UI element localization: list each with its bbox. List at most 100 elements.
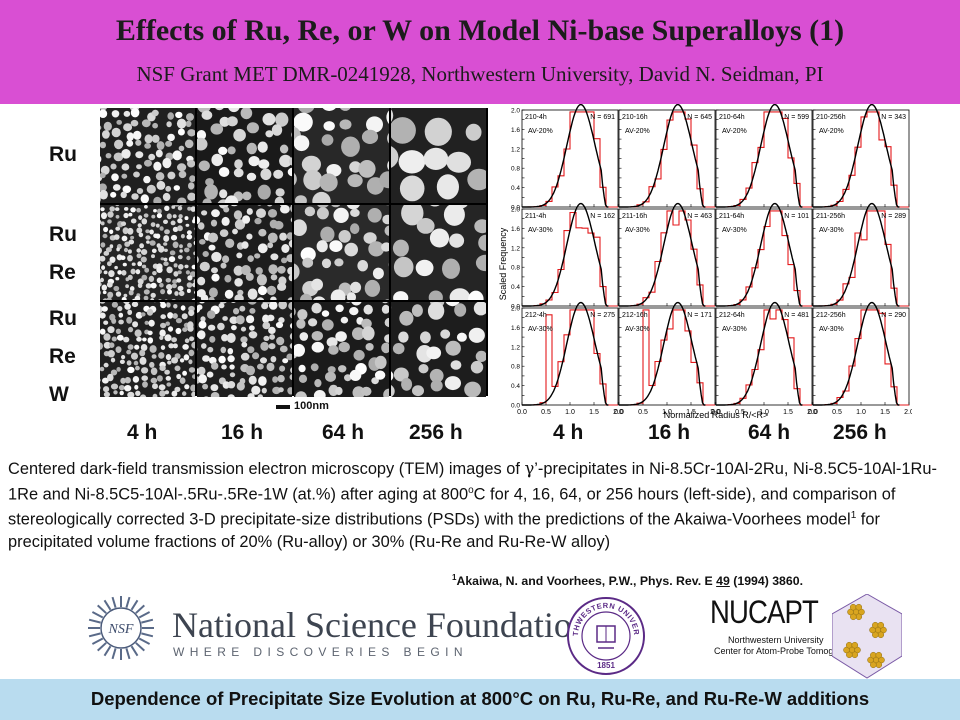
psd-210-64h-id: 210-64h <box>719 114 745 121</box>
psd-y-tick-label: 2.0 <box>511 207 520 214</box>
psd-210-16h-model-curve <box>619 104 706 208</box>
nsf-wordmark: National Science Foundation <box>172 605 590 645</box>
psd-time-label-64h: 64 h <box>748 421 791 444</box>
nucapt-center: Center for Atom-Probe Tomography <box>714 646 856 656</box>
psd-x-tick-label: 1.0 <box>759 409 769 416</box>
psd-y-tick-label: 0.8 <box>511 364 520 371</box>
psd-y-tick-label: 1.6 <box>511 226 520 233</box>
psd-210-64h-av: AV-20% <box>722 128 747 135</box>
footer-banner: Dependence of Precipitate Size Evolution… <box>0 679 960 720</box>
gamma-symbol: γ <box>524 459 535 478</box>
psd-211-16h-id: 211-16h <box>622 213 647 220</box>
tem-image-grid <box>100 108 488 397</box>
psd-211-4h-model-curve <box>522 202 609 307</box>
psd-211-64h-count: N = 101 <box>784 213 809 220</box>
psd-x-tick-label: 0.5 <box>735 409 745 416</box>
tem-image-ru-re-w-16h <box>197 302 292 397</box>
tem-time-label-16h: 16 h <box>221 421 264 444</box>
tem-image-ru-re-256h <box>391 205 486 300</box>
row-label-ru-re: Ru Re <box>49 223 77 284</box>
psd-y-tick-label: 0.0 <box>511 304 520 311</box>
atom-lattice-icon <box>832 594 902 679</box>
psd-x-tick-label: 2.0 <box>710 409 720 416</box>
psd-x-tick-label: 1.0 <box>856 409 866 416</box>
tem-image-ru-re-64h <box>294 205 389 300</box>
psd-212-64h-id: 212-64h <box>719 312 745 319</box>
psd-211-256h-model-curve <box>813 202 900 307</box>
psd-211-4h-id: 211-4h <box>525 213 546 220</box>
nsf-badge-text: NSF <box>108 622 134 637</box>
psd-211-4h-av: AV-30% <box>528 227 553 234</box>
psd-y-tick-label: 1.2 <box>511 344 520 351</box>
psd-210-16h-histogram <box>619 111 715 208</box>
psd-y-tick-label: 1.6 <box>511 127 520 134</box>
psd-212-64h-model-curve <box>716 301 803 406</box>
psd-211-256h-av: AV-30% <box>819 227 844 234</box>
psd-y-tick-label: 1.2 <box>511 146 520 153</box>
nucapt-university: Northwestern University <box>728 635 824 645</box>
psd-211-256h-id: 211-256h <box>816 213 845 220</box>
psd-212-256h-id: 212-256h <box>816 312 846 319</box>
psd-212-16h-frame <box>618 307 716 406</box>
psd-210-256h-av: AV-20% <box>819 128 844 135</box>
psd-210-4h-model-curve <box>522 104 609 208</box>
psd-y-tick-label: 1.6 <box>511 325 520 332</box>
tem-time-label-64h: 64 h <box>322 421 365 444</box>
psd-210-16h-count: N = 645 <box>687 114 712 121</box>
tem-image-ru-16h <box>197 108 292 203</box>
psd-x-tick-label: 2.0 <box>807 409 817 416</box>
tem-image-ru-4h <box>100 108 195 203</box>
tem-time-label-256h: 256 h <box>409 421 463 444</box>
psd-211-4h-histogram <box>522 211 618 307</box>
psd-211-16h-histogram <box>619 210 715 307</box>
psd-210-64h-model-curve <box>716 104 803 208</box>
nsf-tagline: WHERE DISCOVERIES BEGIN <box>173 645 468 659</box>
psd-x-tick-label: 1.5 <box>880 409 890 416</box>
psd-211-256h-count: N = 289 <box>881 213 906 220</box>
psd-x-tick-label: 1.5 <box>783 409 793 416</box>
psd-x-tick-label: 1.0 <box>565 409 575 416</box>
psd-y-tick-label: 0.8 <box>511 265 520 272</box>
psd-y-tick-label: 2.0 <box>511 306 520 313</box>
scale-bar-label: 100nm <box>294 400 329 412</box>
psd-210-256h-model-curve <box>813 104 900 208</box>
psd-x-tick-label: 1.0 <box>662 409 672 416</box>
psd-x-tick-label: 1.5 <box>686 409 696 416</box>
psd-212-16h-model-curve <box>619 301 706 406</box>
psd-211-16h-model-curve <box>619 202 706 307</box>
psd-y-tick-label: 1.2 <box>511 245 520 252</box>
psd-212-16h-av: AV-30% <box>625 326 650 333</box>
psd-210-4h-id: 210-4h <box>525 114 547 121</box>
psd-x-tick-label: 0.5 <box>541 409 551 416</box>
tem-image-ru-256h <box>391 108 486 203</box>
psd-y-tick-label: 0.4 <box>511 284 520 291</box>
tem-image-ru-re-w-256h <box>391 302 486 397</box>
tem-image-ru-64h <box>294 108 389 203</box>
psd-x-tick-label: 2.0 <box>613 409 623 416</box>
psd-210-16h-id: 210-16h <box>622 114 648 121</box>
tem-image-ru-re-w-64h <box>294 302 389 397</box>
psd-y-tick-label: 0.0 <box>511 205 520 212</box>
psd-211-64h-model-curve <box>716 202 803 307</box>
slide-subtitle: NSF Grant MET DMR-0241928, Northwestern … <box>136 62 824 86</box>
degree-mark: o <box>468 485 474 496</box>
nucapt-wordmark: NUCAPT <box>710 594 819 630</box>
psd-210-256h-id: 210-256h <box>816 114 846 121</box>
psd-212-256h-av: AV-30% <box>819 326 844 333</box>
psd-211-16h-av: AV-30% <box>625 227 650 234</box>
row-label-ru-re-w: Ru Re W <box>49 307 77 406</box>
psd-212-256h-count: N = 290 <box>881 312 906 319</box>
psd-x-tick-label: 0.0 <box>808 409 818 416</box>
psd-x-tick-label: 1.5 <box>589 409 599 416</box>
psd-x-tick-label: 0.5 <box>638 409 648 416</box>
psd-y-tick-label: 0.0 <box>511 403 520 410</box>
psd-time-label-4h: 4 h <box>553 421 584 444</box>
psd-212-4h-model-curve <box>522 301 609 406</box>
psd-x-axis-label: Normalized Radius R/<R> <box>664 410 769 420</box>
psd-212-256h-model-curve <box>813 301 900 406</box>
scale-bar <box>276 405 290 409</box>
psd-212-16h-id: 212-16h <box>622 312 648 319</box>
psd-212-4h-av: AV-30% <box>528 326 553 333</box>
row-label-ru: Ru <box>49 143 77 166</box>
footer-text: Dependence of Precipitate Size Evolution… <box>90 688 870 709</box>
